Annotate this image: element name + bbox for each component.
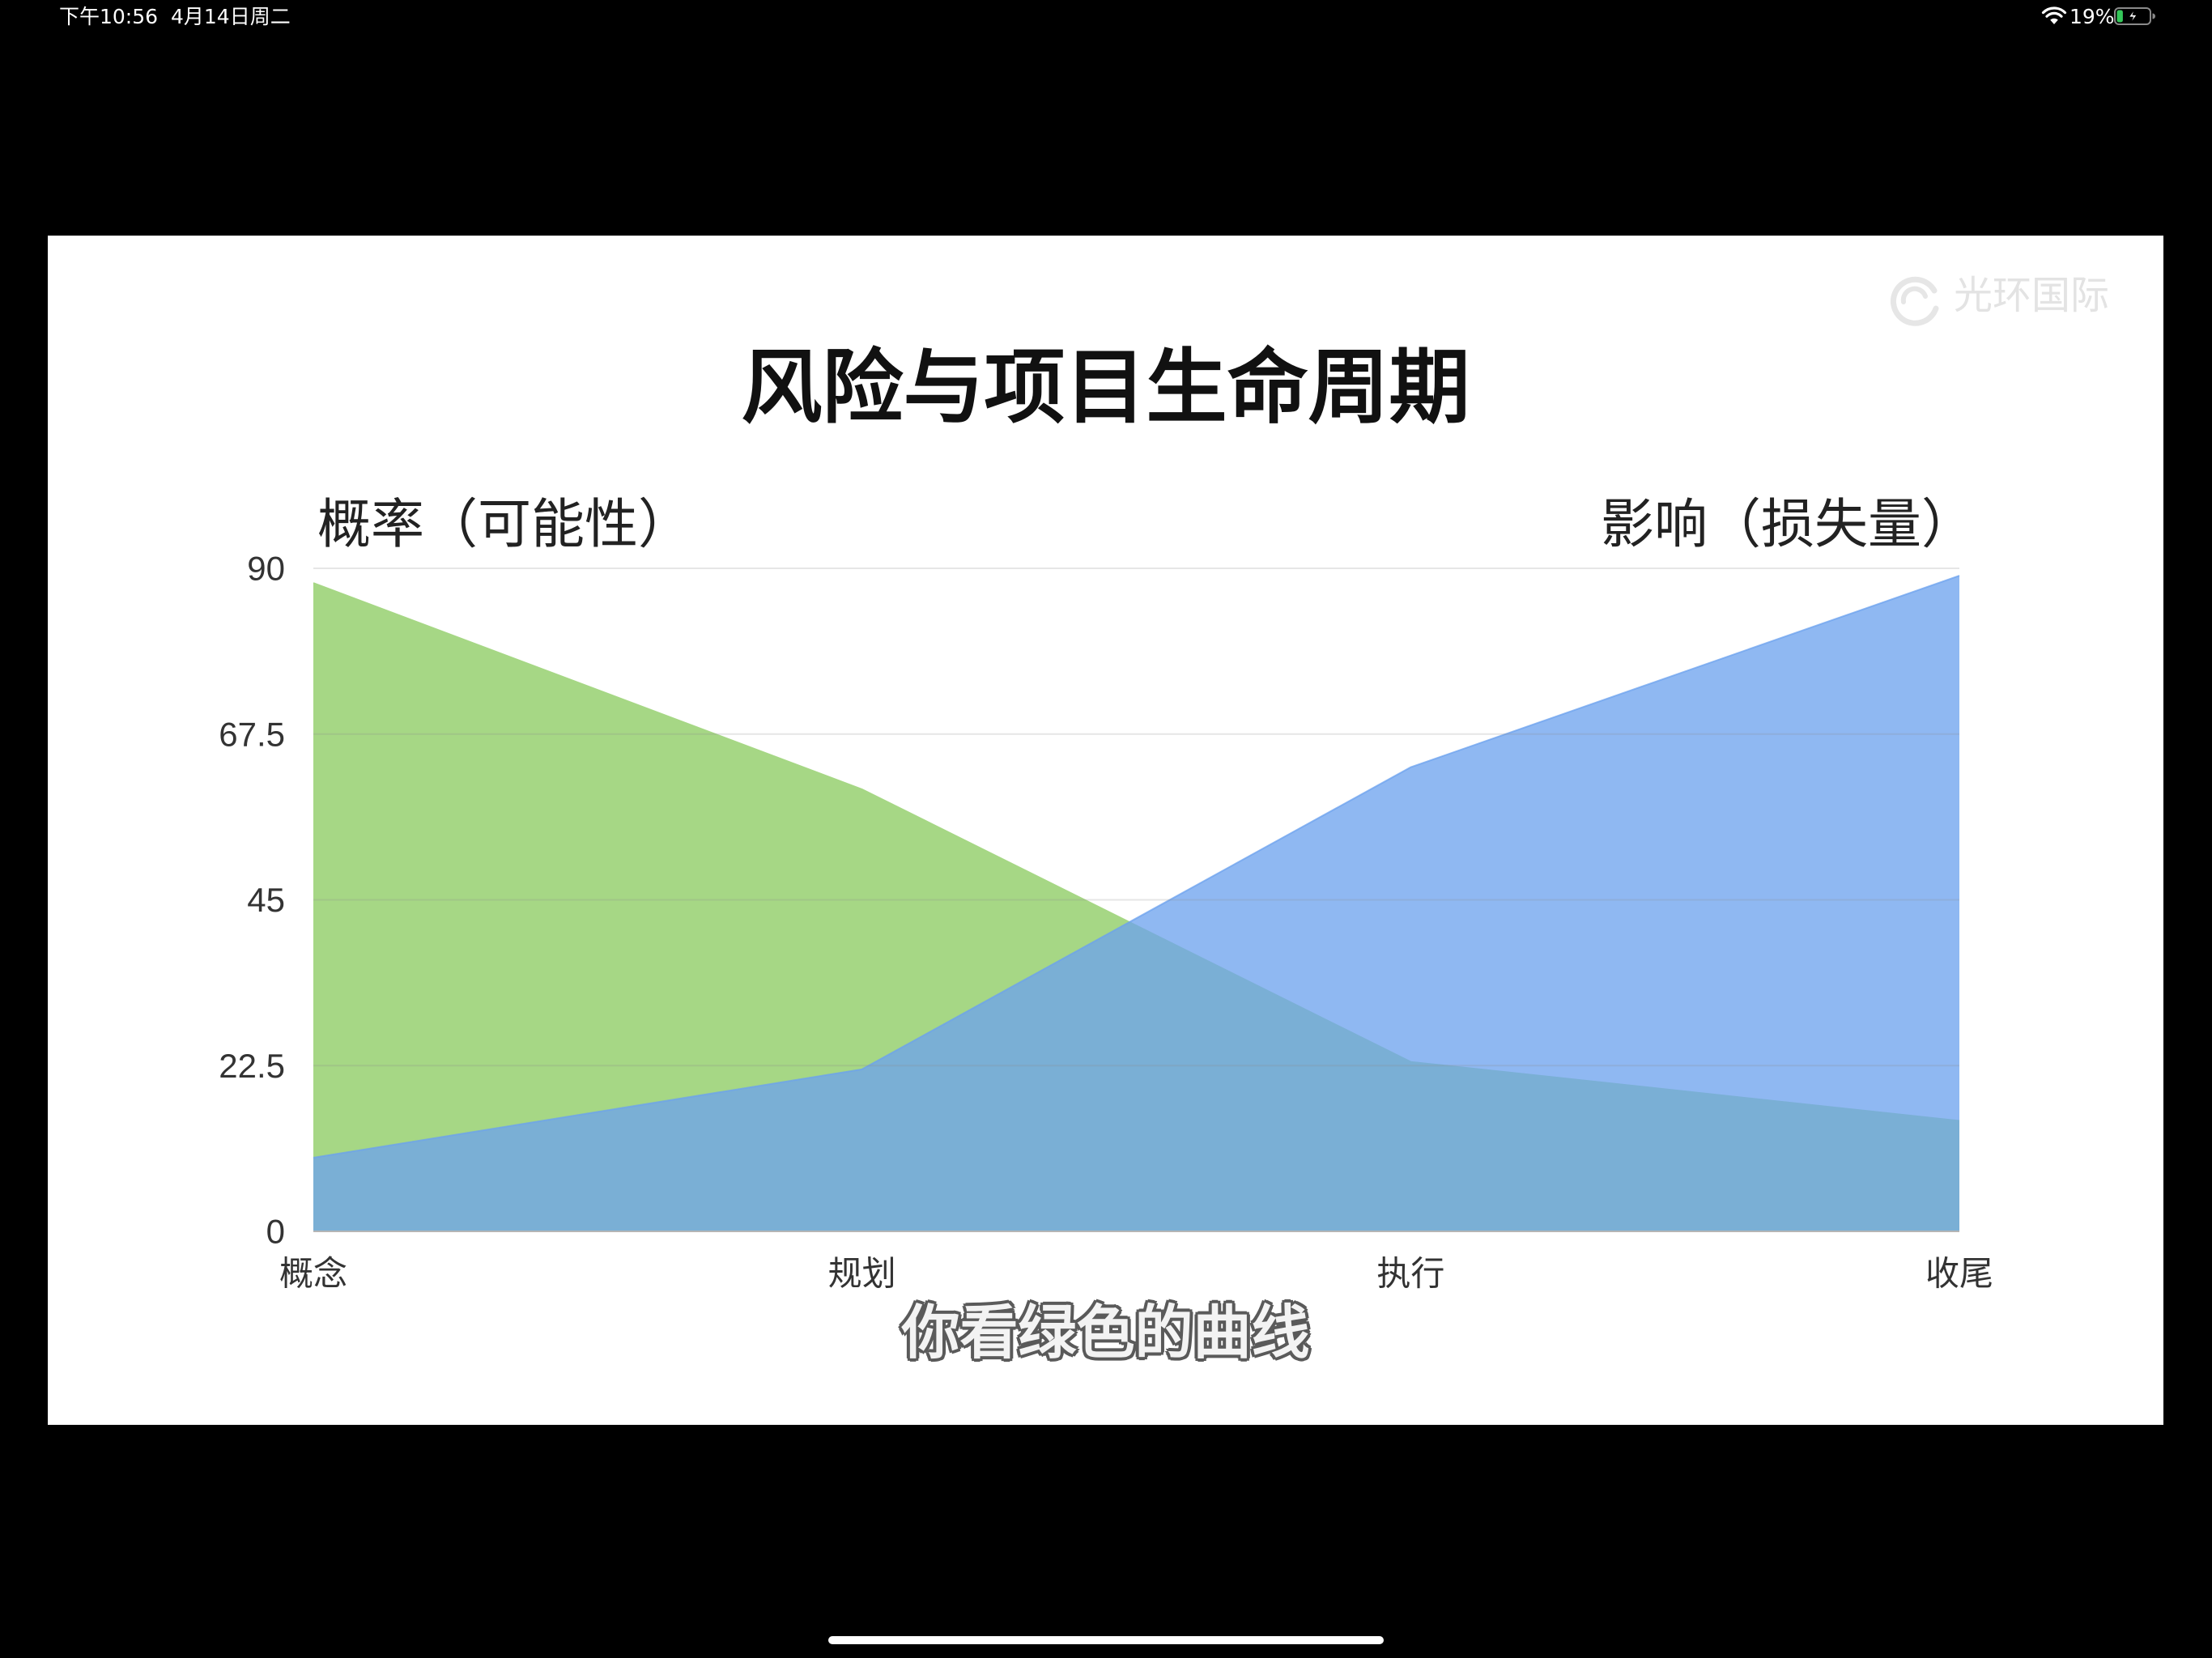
- y-tick-label: 90: [247, 550, 285, 588]
- left-axis-title: 概率（可能性）: [317, 493, 691, 555]
- area-series-2: [313, 576, 1959, 1231]
- battery-charging-icon: [2114, 7, 2155, 25]
- y-tick-label: 67.5: [219, 715, 285, 753]
- x-axis-labels: 概念 规划 执行 收尾: [279, 1254, 1993, 1294]
- watermark-text: 光环国际: [1954, 273, 2110, 318]
- home-indicator[interactable]: [828, 1636, 1384, 1644]
- status-date: 4月14日周二: [171, 5, 291, 28]
- video-subtitle: 你看绿色的曲线: [901, 1299, 1310, 1367]
- video-slide: 光环国际 风险与项目生命周期 概率（可能性） 影响（损失量） 0 22.5 45 67…: [48, 236, 2163, 1425]
- right-axis-title: 影响（损失量）: [1601, 493, 1975, 555]
- y-tick-label: 45: [247, 881, 285, 919]
- gridlines: [313, 568, 1959, 1067]
- swirl-logo-icon: [1891, 276, 1939, 326]
- x-tick-label: 执行: [1376, 1254, 1444, 1294]
- x-tick-label: 规划: [828, 1254, 896, 1294]
- series-line-2: [313, 575, 1960, 1158]
- chart-title: 风险与项目生命周期: [741, 340, 1470, 435]
- x-tick-label: 概念: [279, 1254, 347, 1294]
- y-tick-label: 0: [266, 1213, 285, 1251]
- wifi-icon: [2041, 6, 2067, 24]
- y-axis-ticks: 0 22.5 45 67.5 90: [219, 550, 285, 1251]
- status-time: 下午10:56: [59, 5, 159, 28]
- area-chart: 0 22.5 45 67.5 90 概念 规划 执行 收尾: [219, 550, 1993, 1294]
- battery-percent: 19%: [2069, 5, 2115, 28]
- area-series-1: [313, 583, 1959, 1231]
- area-series-group: [313, 575, 1960, 1231]
- x-tick-label: 收尾: [1925, 1254, 1993, 1294]
- y-tick-label: 22.5: [219, 1047, 285, 1085]
